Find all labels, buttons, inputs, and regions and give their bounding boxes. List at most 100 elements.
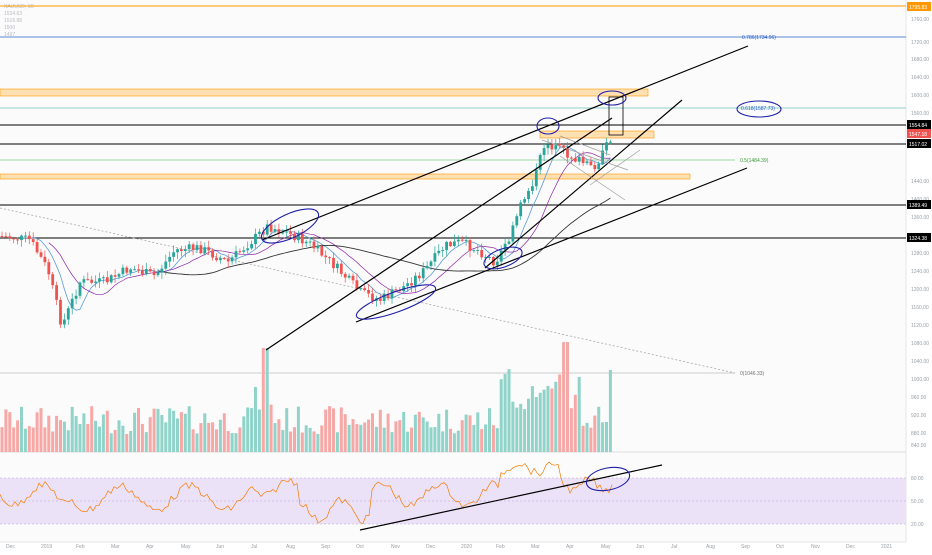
rsi-tick-label: 80.00 — [911, 476, 924, 482]
candle — [480, 249, 484, 258]
steep-support-trendline[interactable] — [484, 99, 683, 269]
time-tick-label: Dec — [426, 544, 435, 550]
volume-bar — [581, 425, 585, 452]
candle — [597, 163, 601, 170]
candle — [445, 241, 448, 251]
volume-trendline[interactable] — [265, 117, 613, 351]
volume-bar — [367, 419, 371, 452]
candle — [195, 245, 199, 251]
volume-bar — [332, 408, 335, 452]
volume-bar — [218, 419, 222, 452]
candle — [343, 273, 347, 278]
volume-bar — [515, 407, 519, 452]
volume-bar — [394, 421, 398, 452]
candle — [429, 261, 433, 266]
candle — [456, 239, 460, 242]
volume-bar — [35, 412, 39, 452]
time-tick-label: Oct — [356, 544, 364, 550]
volume-bar — [402, 411, 406, 452]
volume-bar — [66, 430, 70, 452]
candle — [226, 258, 230, 262]
volume-bar — [527, 398, 530, 452]
time-tick-label: Aug — [286, 544, 295, 550]
volume-bar — [437, 413, 441, 452]
volume-bar — [577, 376, 581, 452]
fib-786-label: 0.786(1734.96) — [742, 35, 776, 41]
resistance-zone-upper[interactable] — [0, 88, 649, 97]
ellipse-annotation[interactable] — [353, 278, 439, 326]
candle — [183, 249, 187, 252]
volume-bar — [62, 421, 66, 452]
volume-bar — [101, 414, 105, 452]
candle — [347, 275, 351, 278]
volume-bar — [16, 420, 20, 452]
volume-bar — [94, 420, 98, 452]
price-tick-label: 960.00 — [911, 395, 927, 401]
ellipse-annotation[interactable] — [481, 243, 525, 274]
volume-bar — [410, 427, 413, 452]
candle — [113, 275, 117, 277]
volume-bar — [172, 410, 176, 452]
legend-line: 1500 — [4, 25, 15, 31]
volume-bar — [51, 431, 55, 452]
volume-bar — [234, 433, 238, 452]
candle — [441, 250, 445, 252]
ellipse-annotation[interactable] — [536, 117, 560, 135]
projection-box[interactable] — [608, 96, 624, 136]
time-tick-label: 2020 — [461, 544, 472, 550]
candle — [581, 156, 585, 164]
channel-lower-trendline[interactable] — [355, 167, 748, 323]
time-axis[interactable]: Dec 2019 Feb Mar Apr May Jun Jul Aug Sep Oct Nov Dec… — [6, 544, 892, 550]
time-tick-label: Nov — [391, 544, 400, 550]
volume-bar — [593, 415, 597, 452]
volume-bar — [183, 413, 187, 452]
volume-bar — [464, 414, 468, 452]
support-zone[interactable] — [0, 173, 691, 180]
candle — [378, 298, 382, 301]
resistance-zone-mid[interactable] — [539, 130, 655, 139]
ellipse-annotation[interactable] — [736, 100, 782, 118]
time-tick-label: Jun — [216, 544, 224, 550]
candle — [63, 319, 66, 325]
pattern-line[interactable] — [589, 149, 641, 186]
candle — [102, 277, 105, 279]
volume-bar — [47, 415, 51, 452]
rsi-trendline[interactable] — [359, 464, 663, 531]
candle — [31, 239, 35, 243]
volume-bar — [160, 415, 164, 452]
channel-upper-trendline[interactable] — [261, 45, 749, 241]
volume-bar — [386, 413, 390, 452]
volume-bar — [503, 373, 507, 452]
volume-bar — [254, 386, 257, 452]
candle — [593, 165, 597, 170]
volume-bar — [121, 425, 125, 452]
price-badges: 1795.83 1554.84 1547.18 1517.02 1389.49 … — [907, 2, 931, 242]
volume-bar — [140, 423, 144, 452]
volume-bar — [601, 422, 605, 452]
volume-bar — [429, 427, 433, 452]
volume-bar — [199, 423, 203, 452]
pattern-line[interactable] — [541, 139, 629, 171]
volume-bar — [152, 408, 156, 452]
candle — [43, 256, 47, 263]
candle — [472, 250, 476, 252]
candle — [269, 224, 273, 232]
candle — [476, 249, 480, 251]
volume-bar — [250, 408, 254, 452]
ellipse-annotation[interactable] — [597, 90, 627, 106]
pattern-line[interactable] — [559, 155, 626, 201]
candle — [148, 268, 152, 272]
ellipse-annotation[interactable] — [257, 202, 323, 250]
rsi-axis[interactable]: 80.00 50.00 20.00 — [911, 476, 924, 528]
volume-bar — [371, 413, 374, 452]
pattern-line[interactable] — [559, 135, 611, 156]
volume-bar — [476, 412, 480, 452]
volume-bar — [304, 425, 308, 452]
time-tick-label: Jul — [671, 544, 677, 550]
price-tick-label: 1120.00 — [911, 323, 929, 329]
candle — [585, 161, 589, 164]
badge-last — [907, 129, 931, 138]
ellipse-annotation[interactable] — [584, 464, 632, 495]
candle — [4, 236, 8, 238]
